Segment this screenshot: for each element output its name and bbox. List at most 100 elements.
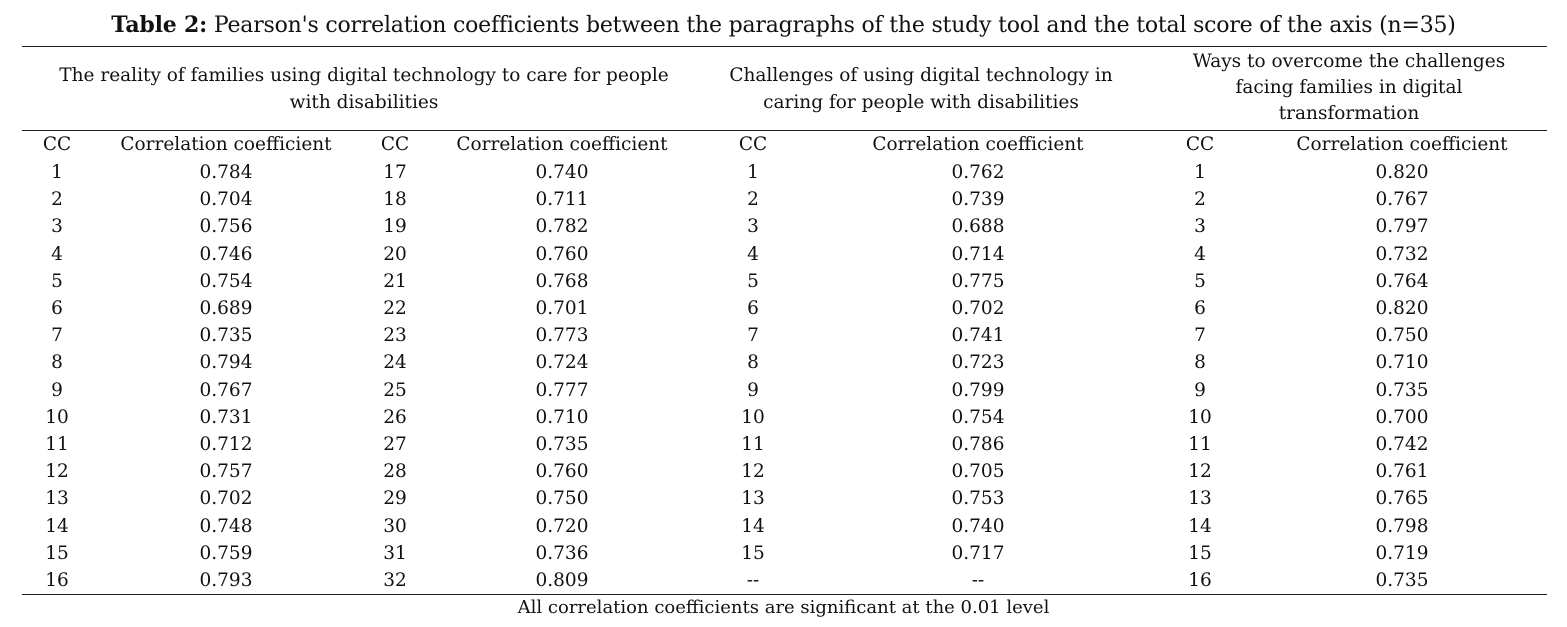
coefficient-cell: 0.712 [199, 434, 253, 455]
cc-cell: 6 [51, 298, 63, 319]
coefficient-cell: 0.701 [535, 298, 589, 319]
group-header-reality: The reality of families using digital te… [59, 65, 669, 113]
coefficient-cell: 0.741 [951, 325, 1005, 347]
coefficient-cell: 0.735 [199, 325, 253, 347]
cc-cell: 13 [1188, 488, 1212, 510]
coefficient-cell: 0.793 [199, 570, 253, 591]
coefficient-cell: 0.714 [951, 243, 1005, 265]
cc-cell: 5 [747, 270, 759, 292]
coefficient-cell: 0.764 [1375, 270, 1429, 292]
column-header: Correlation coefficient [120, 134, 332, 155]
cc-cell: 6 [1194, 298, 1206, 319]
cc-cell: 8 [747, 352, 759, 374]
table-footnote: All correlation coefficients are signifi… [517, 597, 1050, 618]
cc-cell: 4 [1194, 243, 1206, 265]
coefficient-cell: 0.748 [199, 515, 253, 537]
coefficient-cell: 0.688 [951, 216, 1005, 238]
cc-cell: 17 [383, 162, 407, 183]
coefficient-cell: 0.735 [535, 434, 589, 455]
coefficient-cell: 0.719 [1375, 542, 1429, 564]
coefficient-cell: 0.750 [535, 488, 589, 510]
cc-cell: 27 [383, 434, 407, 455]
cc-cell: 11 [741, 434, 765, 455]
cc-cell: 2 [51, 189, 63, 211]
coefficient-cell: 0.820 [1375, 162, 1429, 183]
coefficient-cell: 0.710 [535, 406, 589, 428]
coefficient-cell: 0.704 [199, 189, 253, 211]
coefficient-cell: 0.702 [199, 488, 253, 510]
column-header: CC [1185, 134, 1215, 155]
cc-cell: 23 [383, 325, 407, 347]
coefficient-cell: 0.742 [1375, 434, 1429, 455]
coefficient-cell: 0.797 [1375, 216, 1429, 238]
table-caption-text: Pearson's correlation coefficients betwe… [213, 13, 1456, 38]
coefficient-cell: 0.746 [199, 243, 253, 265]
coefficient-cell: 0.710 [1375, 352, 1429, 374]
table-caption: Table 2: Pearson's correlation coefficie… [0, 12, 1567, 38]
cc-cell: 15 [45, 542, 69, 564]
cc-cell: 6 [747, 298, 759, 319]
coefficient-cell: 0.784 [199, 162, 253, 183]
cc-cell: 1 [51, 162, 63, 183]
top-rule [22, 46, 1547, 47]
coefficient-cell: 0.794 [199, 352, 253, 374]
coefficient-cell: 0.782 [535, 216, 589, 238]
cc-cell: 5 [51, 270, 63, 292]
cc-cell: 2 [1194, 189, 1206, 211]
coefficient-cell: 0.760 [535, 243, 589, 265]
column-header: Correlation coefficient [456, 134, 668, 155]
coefficient-cell: 0.775 [951, 270, 1005, 292]
cc-cell: 13 [45, 488, 69, 510]
coefficient-cell: 0.757 [199, 461, 253, 483]
cc-cell: 7 [1194, 325, 1206, 347]
cc-cell: 14 [1188, 515, 1212, 537]
coefficient-cell: 0.731 [199, 406, 253, 428]
cc-cell: 15 [741, 542, 765, 564]
bottom-rule [22, 594, 1547, 595]
coefficient-cell: 0.705 [951, 461, 1005, 483]
coefficient-cell: 0.760 [535, 461, 589, 483]
cc-cell: 16 [45, 570, 69, 591]
coefficient-cell: 0.753 [951, 488, 1005, 510]
coefficient-cell: 0.754 [951, 406, 1005, 428]
cc-cell: -- [746, 570, 760, 591]
cc-cell: 4 [51, 243, 63, 265]
coefficient-cell: 0.750 [1375, 325, 1429, 347]
group-header-challenges: Challenges of using digital technology i… [729, 65, 1113, 113]
cc-cell: 3 [51, 216, 63, 238]
cc-cell: 11 [45, 434, 69, 455]
coefficient-cell: 0.820 [1375, 298, 1429, 319]
coefficient-cell: 0.689 [199, 298, 253, 319]
cc-cell: 26 [383, 406, 407, 428]
cc-cell: 14 [45, 515, 69, 537]
cc-cell: 5 [1194, 270, 1206, 292]
coefficient-cell: 0.756 [199, 216, 253, 238]
cc-cell: 9 [747, 379, 759, 401]
cc-cell: 2 [747, 189, 759, 211]
table-caption-label: Table 2: [111, 12, 208, 38]
cc-cell: 1 [1194, 162, 1206, 183]
coefficient-cell: 0.759 [199, 542, 253, 564]
cc-cell: 9 [51, 379, 63, 401]
coefficient-cell: 0.724 [535, 352, 589, 374]
cc-cell: 24 [383, 352, 407, 374]
cc-cell: 11 [1188, 434, 1212, 455]
cc-cell: 3 [747, 216, 759, 238]
cc-cell: 12 [1188, 461, 1212, 483]
coefficient-cell: 0.717 [951, 542, 1005, 564]
coefficient-cell: 0.761 [1375, 461, 1429, 483]
column-header: Correlation coefficient [872, 134, 1084, 155]
coefficient-cell: 0.702 [951, 298, 1005, 319]
cc-cell: 32 [383, 570, 407, 591]
cc-cell: 21 [383, 270, 407, 292]
coefficient-cell: 0.777 [535, 379, 589, 401]
coefficient-cell: 0.723 [951, 352, 1005, 374]
cc-cell: 15 [1188, 542, 1212, 564]
coefficient-cell: 0.762 [951, 162, 1005, 183]
column-header: CC [42, 134, 72, 155]
coefficient-cell: 0.736 [535, 542, 589, 564]
cc-cell: 13 [741, 488, 765, 510]
coefficient-cell: -- [971, 570, 985, 591]
cc-cell: 3 [1194, 216, 1206, 238]
coefficient-cell: 0.768 [535, 270, 589, 292]
